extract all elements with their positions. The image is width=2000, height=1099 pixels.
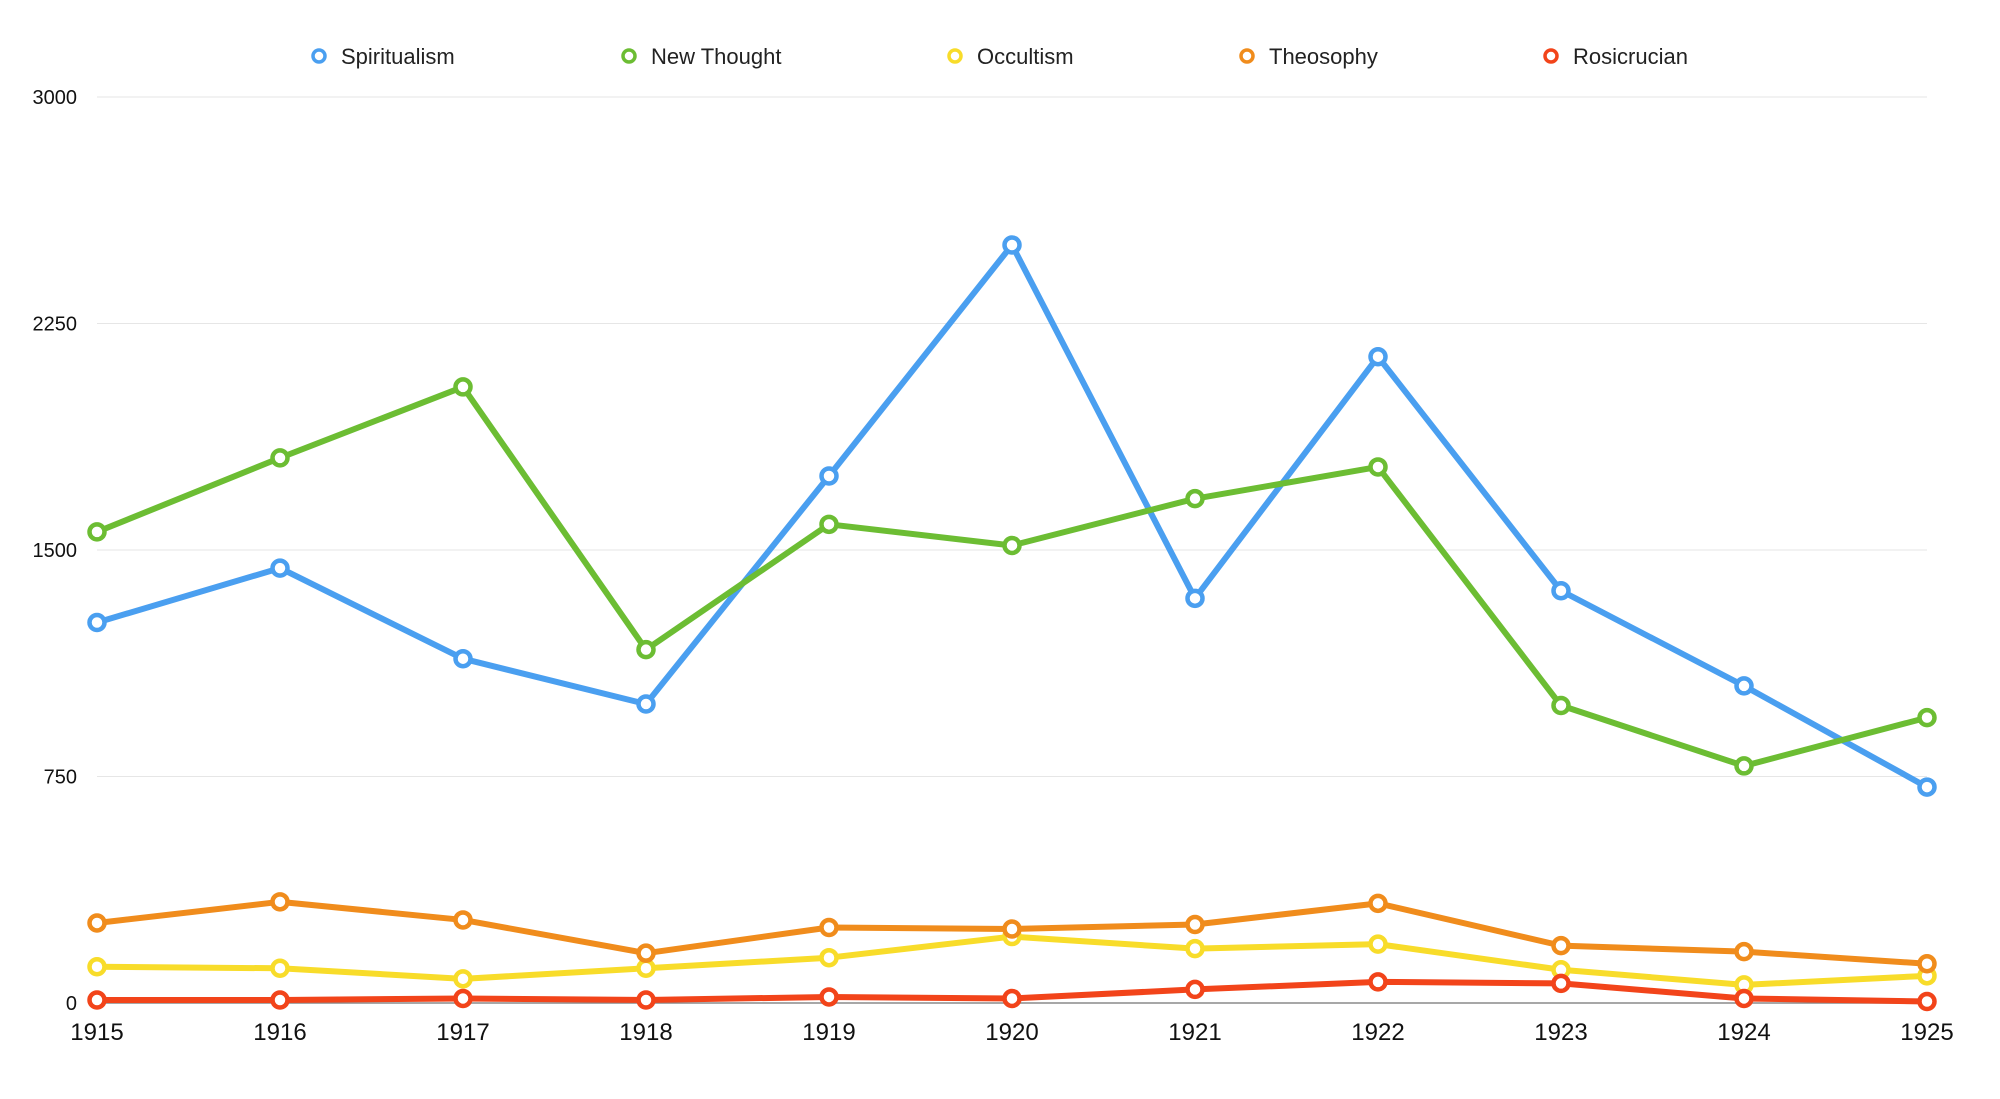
data-point[interactable] xyxy=(453,377,473,397)
data-point[interactable] xyxy=(1368,457,1388,477)
data-point[interactable] xyxy=(1917,953,1937,974)
data-point[interactable] xyxy=(1185,588,1205,609)
legend-item[interactable]: Rosicrucian xyxy=(1543,44,1688,69)
data-point[interactable] xyxy=(1368,972,1388,992)
legend-marker xyxy=(311,48,327,64)
data-point[interactable] xyxy=(1734,756,1754,776)
data-point[interactable] xyxy=(636,694,656,714)
data-point[interactable] xyxy=(270,990,290,1010)
data-point[interactable] xyxy=(270,892,290,912)
data-point[interactable] xyxy=(1734,676,1754,696)
y-axis: 0 750 1500 2250 3000 xyxy=(33,87,78,1015)
y-tick-label: 750 xyxy=(44,767,77,789)
data-point[interactable] xyxy=(1368,893,1388,914)
data-point[interactable] xyxy=(1551,935,1571,956)
data-point[interactable] xyxy=(1002,919,1022,939)
legend-marker xyxy=(621,48,637,64)
data-point[interactable] xyxy=(1185,979,1205,1000)
legend-label: Theosophy xyxy=(1269,44,1378,69)
legend-label: New Thought xyxy=(651,44,781,69)
data-point[interactable] xyxy=(1185,938,1205,959)
y-tick-label: 1500 xyxy=(33,540,78,562)
data-point[interactable] xyxy=(270,448,290,468)
legend-item[interactable]: Occultism xyxy=(947,44,1074,69)
data-point[interactable] xyxy=(1185,914,1205,935)
data-point[interactable] xyxy=(1368,934,1388,954)
data-point[interactable] xyxy=(636,639,656,660)
legend-item[interactable]: New Thought xyxy=(621,44,781,69)
data-point[interactable] xyxy=(1917,991,1937,1012)
series-layer xyxy=(87,235,1937,1012)
x-tick-label: 1921 xyxy=(1168,1019,1221,1046)
x-tick-label: 1917 xyxy=(436,1019,489,1046)
legend-item[interactable]: Spiritualism xyxy=(311,44,455,69)
data-point[interactable] xyxy=(453,988,473,1009)
data-point[interactable] xyxy=(87,522,107,542)
data-point[interactable] xyxy=(819,917,839,938)
series-rosicrucian xyxy=(87,972,1937,1012)
series-line xyxy=(94,241,1930,791)
data-point[interactable] xyxy=(819,514,839,535)
x-tick-label: 1918 xyxy=(619,1019,672,1046)
legend-marker xyxy=(947,48,963,64)
y-tick-label: 0 xyxy=(66,993,77,1015)
data-point[interactable] xyxy=(453,969,473,989)
series-spiritualism xyxy=(87,235,1937,797)
x-tick-label: 1920 xyxy=(985,1019,1038,1046)
x-tick-label: 1923 xyxy=(1534,1019,1587,1046)
data-point[interactable] xyxy=(87,913,107,933)
data-point[interactable] xyxy=(1551,695,1571,716)
legend-label: Rosicrucian xyxy=(1573,44,1688,69)
data-point[interactable] xyxy=(819,466,839,486)
y-tick-label: 3000 xyxy=(33,87,78,109)
data-point[interactable] xyxy=(453,910,473,930)
data-point[interactable] xyxy=(819,987,839,1007)
x-tick-label: 1919 xyxy=(802,1019,855,1046)
data-point[interactable] xyxy=(1917,777,1937,797)
data-point[interactable] xyxy=(1734,988,1754,1009)
series-theosophy xyxy=(87,892,1937,974)
data-point[interactable] xyxy=(87,612,107,633)
data-point[interactable] xyxy=(1002,235,1022,255)
legend-marker xyxy=(1239,48,1255,64)
data-point[interactable] xyxy=(453,648,473,669)
data-point[interactable] xyxy=(1917,707,1937,728)
data-point[interactable] xyxy=(270,558,290,578)
x-tick-label: 1924 xyxy=(1717,1019,1770,1046)
data-point[interactable] xyxy=(1551,973,1571,994)
data-point[interactable] xyxy=(1002,535,1022,556)
x-tick-label: 1916 xyxy=(253,1019,306,1046)
x-axis: 1915 1916 1917 1918 1919 1920 1921 1922 1923 1924… xyxy=(70,1019,1953,1046)
legend-label: Occultism xyxy=(977,44,1074,69)
y-tick-label: 2250 xyxy=(33,314,78,336)
data-point[interactable] xyxy=(1002,988,1022,1009)
series-new-thought xyxy=(87,377,1937,776)
x-tick-label: 1922 xyxy=(1351,1019,1404,1046)
series-line xyxy=(94,383,1930,769)
legend-marker xyxy=(1543,48,1559,64)
data-point[interactable] xyxy=(270,958,290,979)
data-point[interactable] xyxy=(636,990,656,1010)
data-point[interactable] xyxy=(1734,941,1754,962)
legend: Spiritualism New Thought Occultism Theosoph… xyxy=(311,44,1688,69)
legend-label: Spiritualism xyxy=(341,44,455,69)
x-tick-label: 1915 xyxy=(70,1019,123,1046)
data-point[interactable] xyxy=(1551,581,1571,601)
legend-item[interactable]: Theosophy xyxy=(1239,44,1378,69)
data-point[interactable] xyxy=(87,990,107,1010)
x-tick-label: 1925 xyxy=(1900,1019,1953,1046)
data-point[interactable] xyxy=(87,957,107,977)
data-point[interactable] xyxy=(1368,346,1388,367)
data-point[interactable] xyxy=(636,943,656,963)
data-point[interactable] xyxy=(636,958,656,979)
data-point[interactable] xyxy=(1185,488,1205,509)
data-point[interactable] xyxy=(819,947,839,968)
